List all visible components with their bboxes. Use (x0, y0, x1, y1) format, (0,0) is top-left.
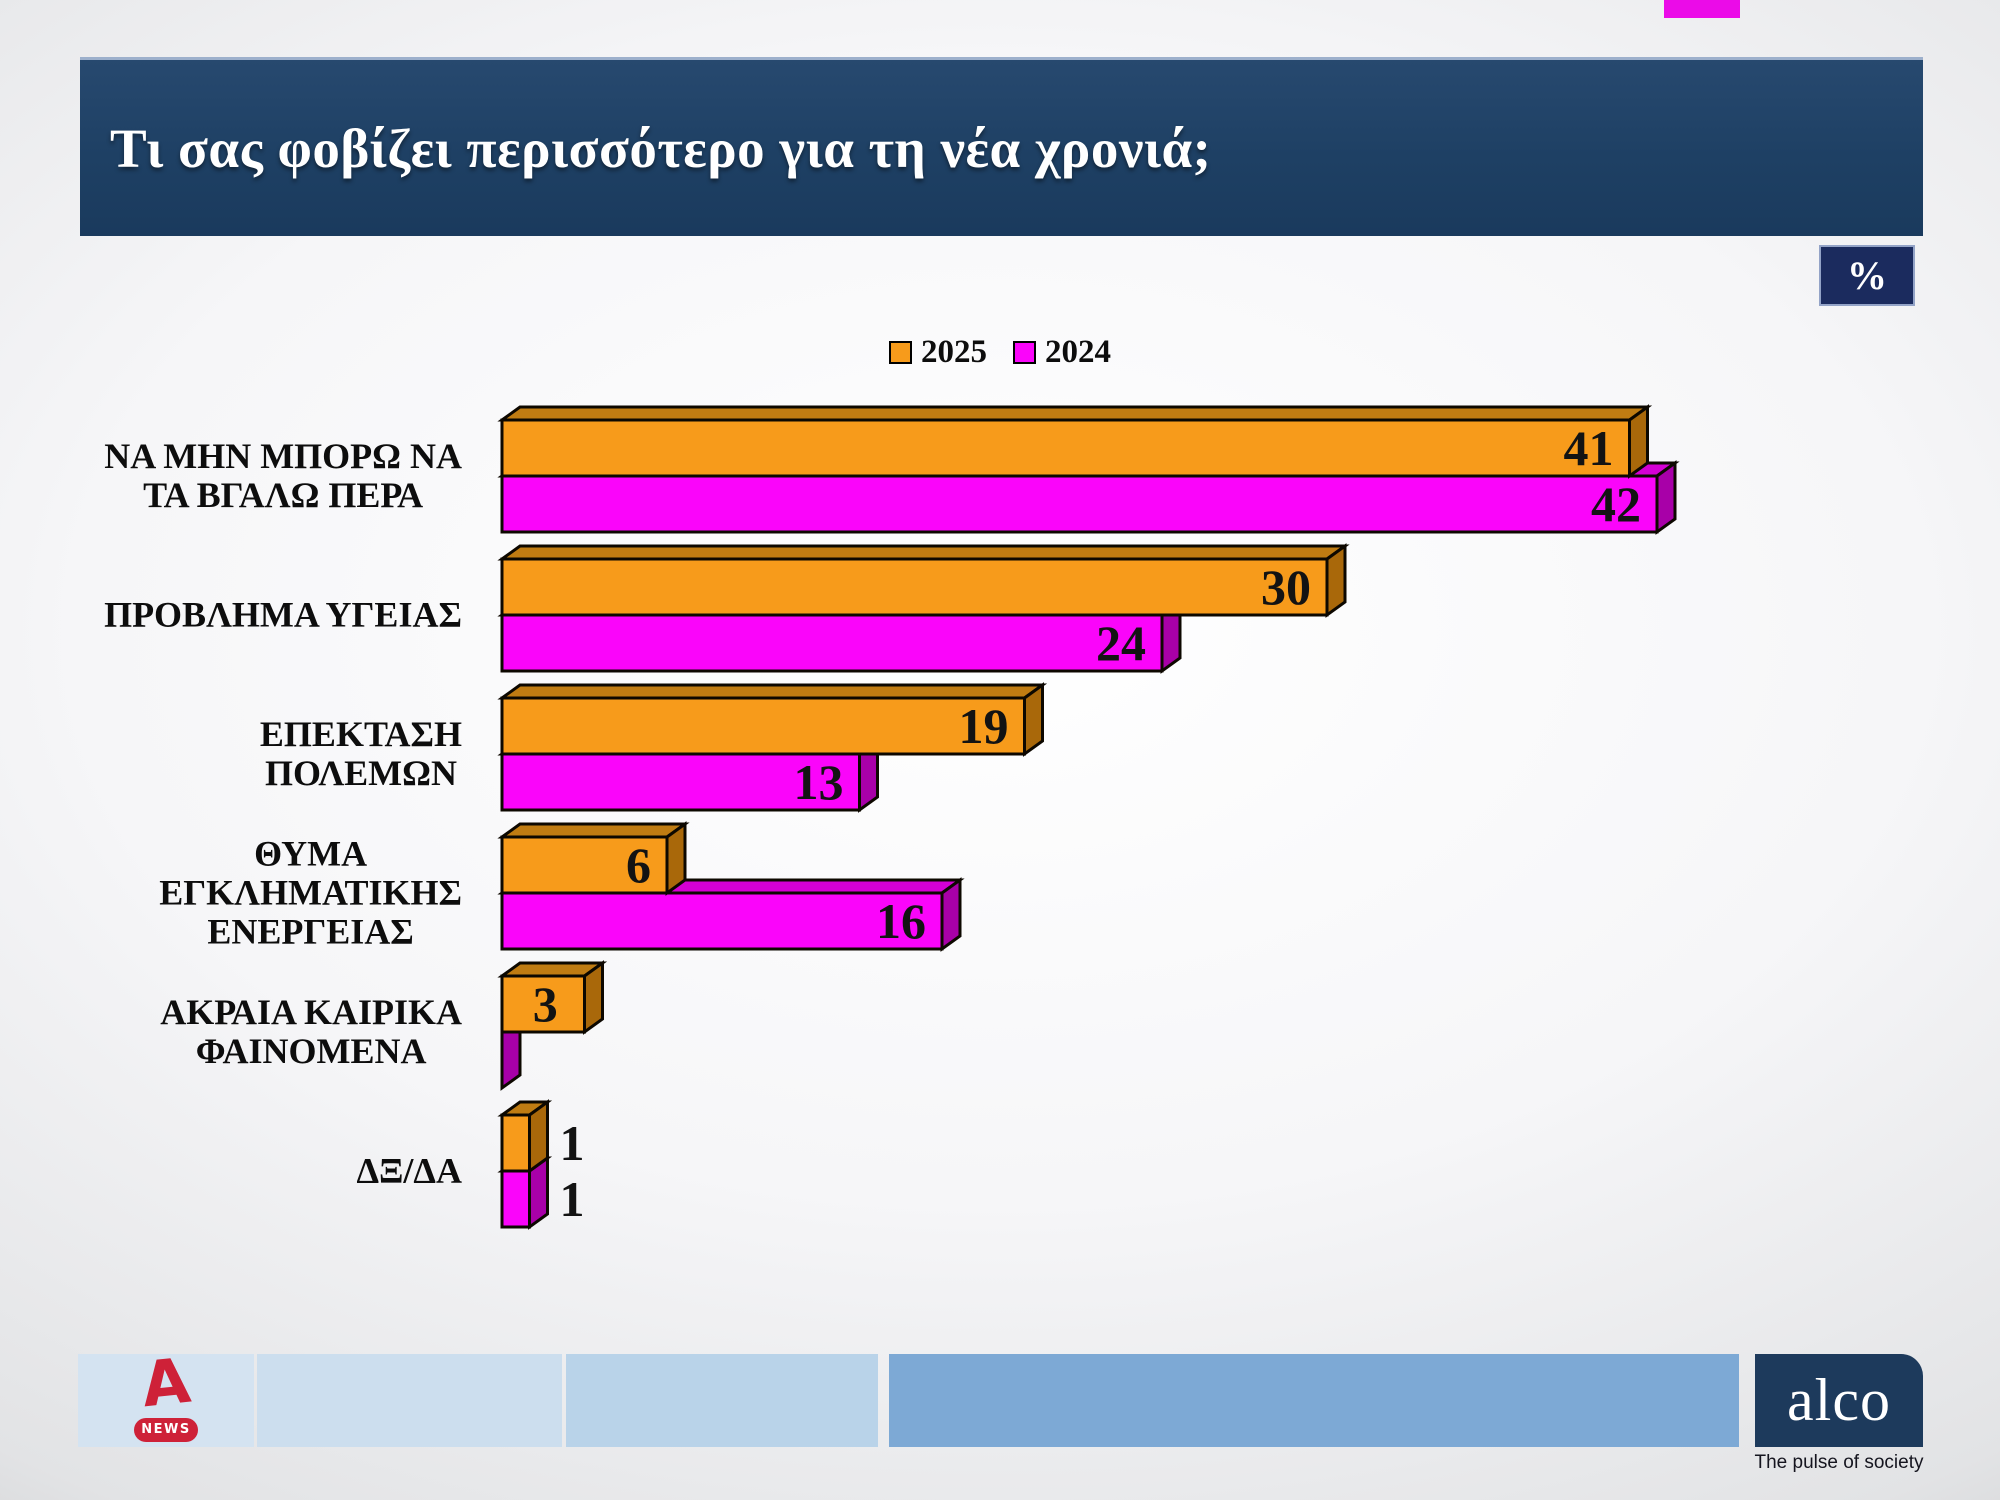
legend-label-2024: 2024 (1045, 334, 1111, 370)
legend-item-2024: 2024 (1013, 334, 1111, 371)
alco-logo-text: alco (1787, 1367, 1891, 1433)
category-label-2: ΠΡΟΒΛΗΜΑ ΥΓΕΙΑΣ (104, 594, 462, 635)
alpha-news-logo: A NEWS (127, 1343, 205, 1444)
legend-swatch-2024 (1013, 341, 1036, 364)
value-label: 19 (959, 698, 1009, 754)
value-label: 41 (1564, 420, 1614, 476)
value-label: 1 (560, 1171, 585, 1227)
category-label-1: ΝΑ ΜΗΝ ΜΠΟΡΩ ΝΑ ΤΑ ΒΓΑΛΩ ΠΕΡΑ (104, 436, 462, 515)
bar-group-4: 16 6 (497, 821, 965, 952)
category-label-3: ΕΠΕΚΤΑΣΗ ΠΟΛΕΜΩΝ (259, 714, 462, 793)
legend-label-2025: 2025 (921, 334, 987, 370)
percent-badge: % (1819, 245, 1915, 306)
percent-label: % (1847, 253, 1887, 298)
alpha-news-pill: NEWS (134, 1417, 198, 1442)
legend-swatch-2025 (889, 341, 912, 364)
footer-panel-4 (889, 1354, 1739, 1447)
bar-group-3: 13 19 (497, 682, 1048, 813)
footer-panel-alpha: A NEWS (78, 1343, 254, 1447)
value-label: 24 (1096, 615, 1146, 671)
value-label: 3 (533, 976, 558, 1032)
legend-item-2025: 2025 (889, 334, 987, 371)
alpha-a-icon: A (138, 1343, 194, 1421)
footer-panel-3 (566, 1354, 878, 1447)
category-label-4: ΘΥΜΑ ΕΓΚΛΗΜΑΤΙΚΗΣ ΕΝΕΡΓΕΙΑΣ (159, 833, 462, 952)
alco-tagline: The pulse of society (1754, 1452, 1924, 1473)
value-label: 6 (626, 837, 651, 893)
category-label-5: ΑΚΡΑΙΑ ΚΑΙΡΙΚΑ ΦΑΙΝΟΜΕΝΑ (160, 992, 462, 1071)
value-label: 16 (876, 893, 926, 949)
bar-group-5: 3 (497, 960, 608, 1091)
alco-logo: alco (1755, 1354, 1923, 1447)
bar-group-6: 11 (497, 1099, 585, 1230)
value-label: 1 (560, 1115, 585, 1171)
title-bar: Τι σας φοβίζει περισσότερο για τη νέα χρ… (80, 57, 1923, 236)
bar-group-2: 24 30 (497, 543, 1350, 674)
category-label-6: ΔΞ/ΔΑ (356, 1150, 462, 1191)
value-label: 30 (1261, 559, 1311, 615)
top-edge-accent (1664, 0, 1740, 18)
chart-legend: 2025 2024 (0, 334, 2000, 371)
page-title: Τι σας φοβίζει περισσότερο για τη νέα χρ… (110, 117, 1212, 179)
value-label: 42 (1591, 476, 1641, 532)
footer-panel-2 (257, 1354, 562, 1447)
value-label: 13 (794, 754, 844, 810)
